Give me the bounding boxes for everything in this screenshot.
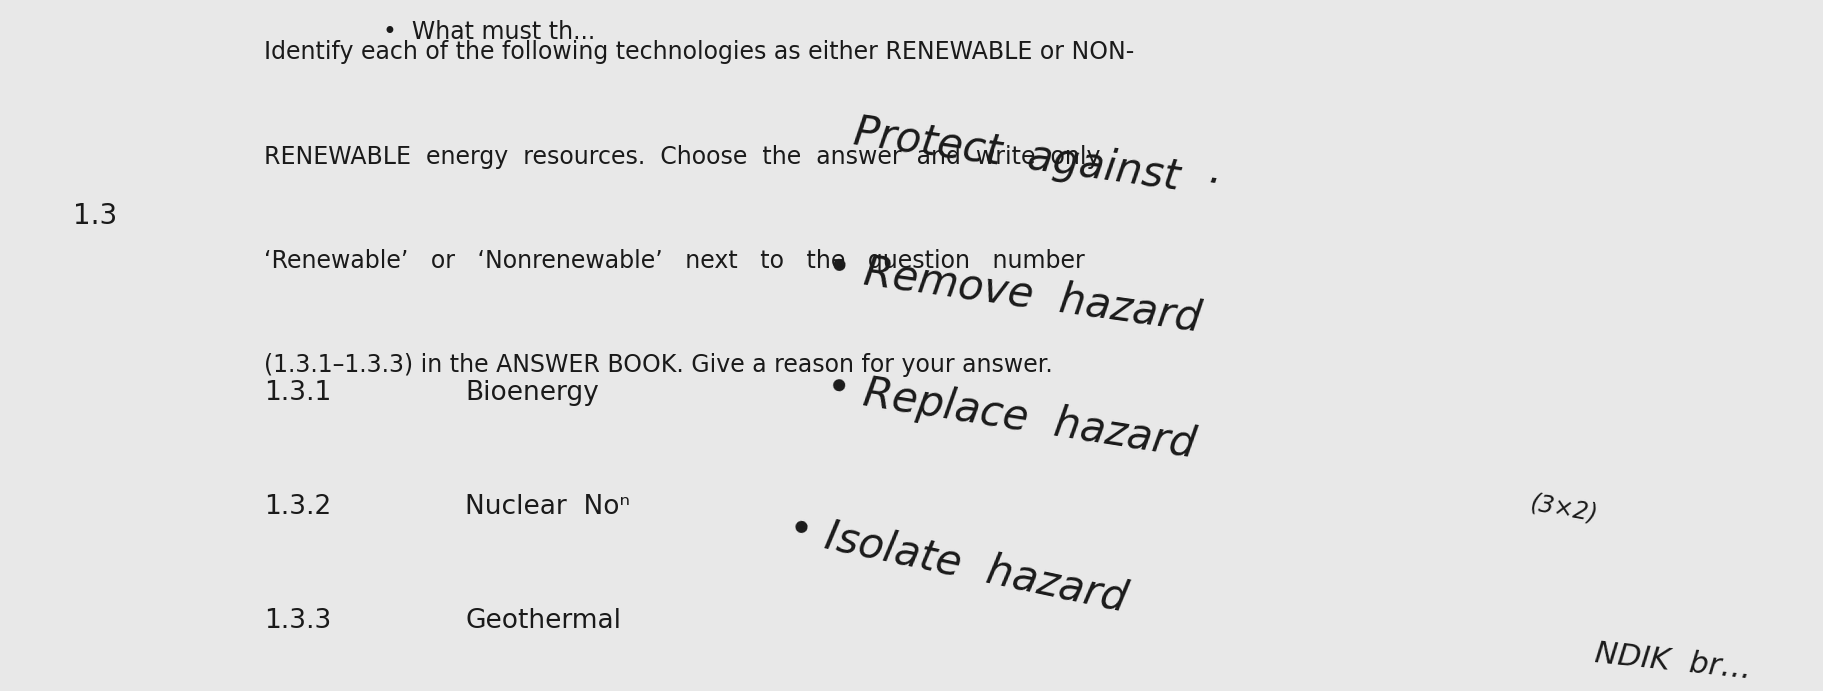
Text: Identify each of the following technologies as either RENEWABLE or NON-: Identify each of the following technolog… xyxy=(264,40,1134,64)
Text: NDIK  br…: NDIK br… xyxy=(1591,638,1752,684)
Text: 1.3: 1.3 xyxy=(73,202,117,229)
Text: 1.3.2: 1.3.2 xyxy=(264,494,332,520)
Text: (3×2): (3×2) xyxy=(1528,491,1599,527)
Text: RENEWABLE  energy  resources.  Choose  the  answer  and  write  only: RENEWABLE energy resources. Choose the a… xyxy=(264,144,1101,169)
Text: •  What must th...: • What must th... xyxy=(383,20,594,44)
Text: 1.3.3: 1.3.3 xyxy=(264,609,332,634)
Text: • Replace  hazard: • Replace hazard xyxy=(822,366,1198,466)
Text: (1.3.1–1.3.3) in the ANSWER BOOK. Give a reason for your answer.: (1.3.1–1.3.3) in the ANSWER BOOK. Give a… xyxy=(264,353,1052,377)
Text: Bioenergy: Bioenergy xyxy=(465,380,598,406)
Text: Nuclear  Noⁿ: Nuclear Noⁿ xyxy=(465,494,629,520)
Text: ‘Renewable’   or   ‘Nonrenewable’   next   to   the   question   number: ‘Renewable’ or ‘Nonrenewable’ next to th… xyxy=(264,249,1085,273)
Text: • Isolate  hazard: • Isolate hazard xyxy=(784,508,1130,621)
Text: Geothermal: Geothermal xyxy=(465,609,622,634)
Text: Protect  against  ·: Protect against · xyxy=(851,111,1221,204)
Text: • Remove  hazard: • Remove hazard xyxy=(824,245,1203,339)
Text: 1.3.1: 1.3.1 xyxy=(264,380,332,406)
